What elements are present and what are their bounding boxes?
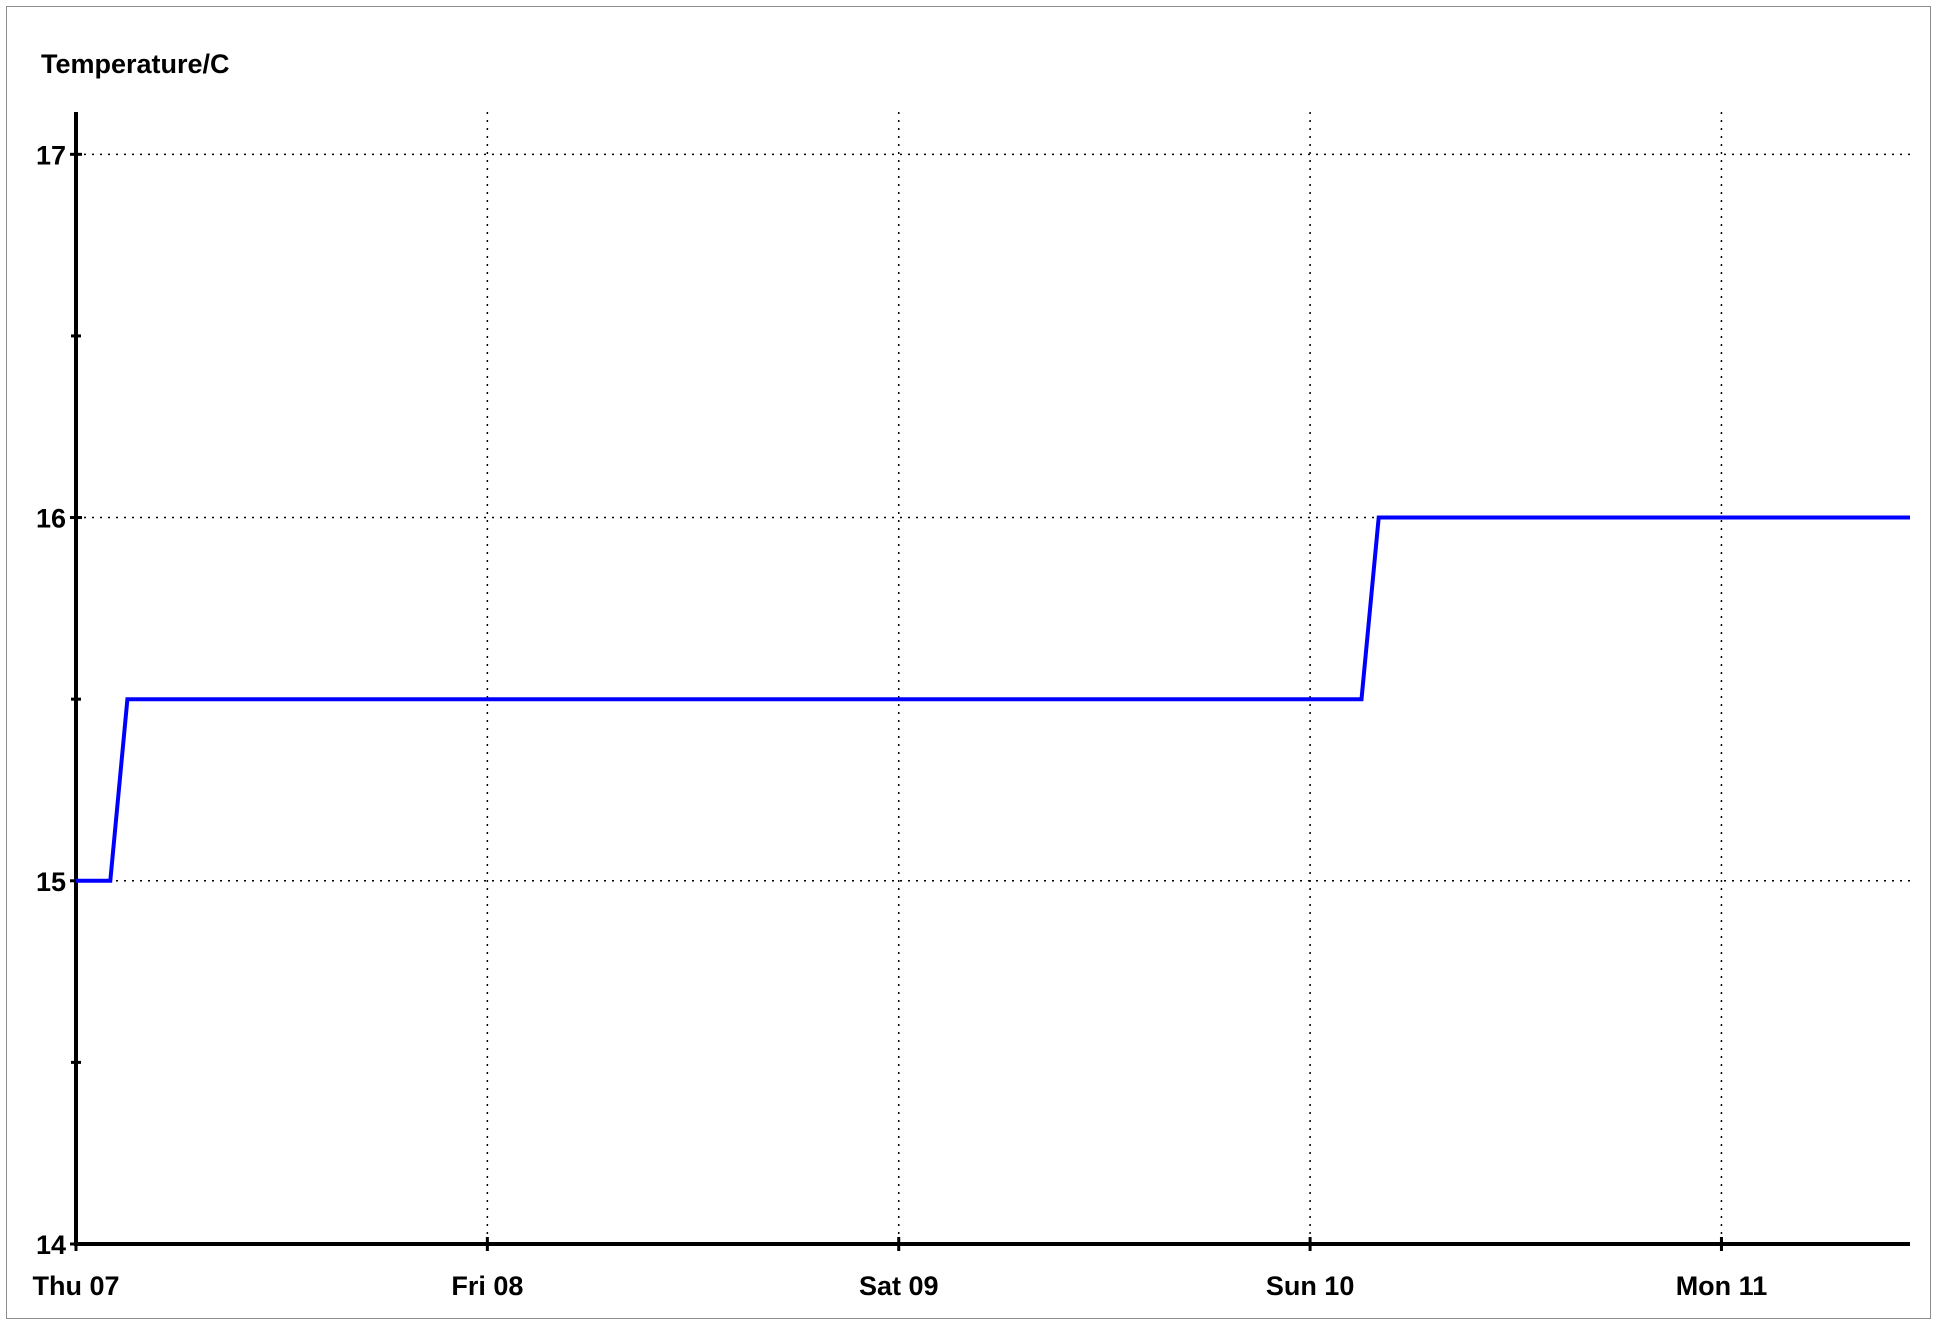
- y-tick-label: 14: [36, 1230, 66, 1260]
- x-tick-label: Mon 11: [1676, 1271, 1768, 1301]
- series-layer: [76, 515, 1910, 883]
- x-tick-label: Fri 08: [451, 1271, 523, 1301]
- grid: [75, 112, 1910, 1244]
- y-tick-label: 17: [36, 140, 66, 170]
- chart-frame: [6, 6, 1931, 1319]
- x-tick-label: Thu 07: [32, 1271, 119, 1301]
- x-tick-label: Sun 10: [1266, 1271, 1355, 1301]
- axes: 14 15 16 17 Thu 07 Fri 08 Sat 09 Sun 10 Mon 11: [32, 112, 1910, 1301]
- x-tick-label: Sat 09: [859, 1271, 939, 1301]
- y-tick-label: 16: [36, 504, 66, 534]
- y-tick-label: 15: [36, 867, 66, 897]
- temperature-series-line: [76, 515, 1910, 883]
- y-axis-label: Temperature/C: [41, 49, 230, 79]
